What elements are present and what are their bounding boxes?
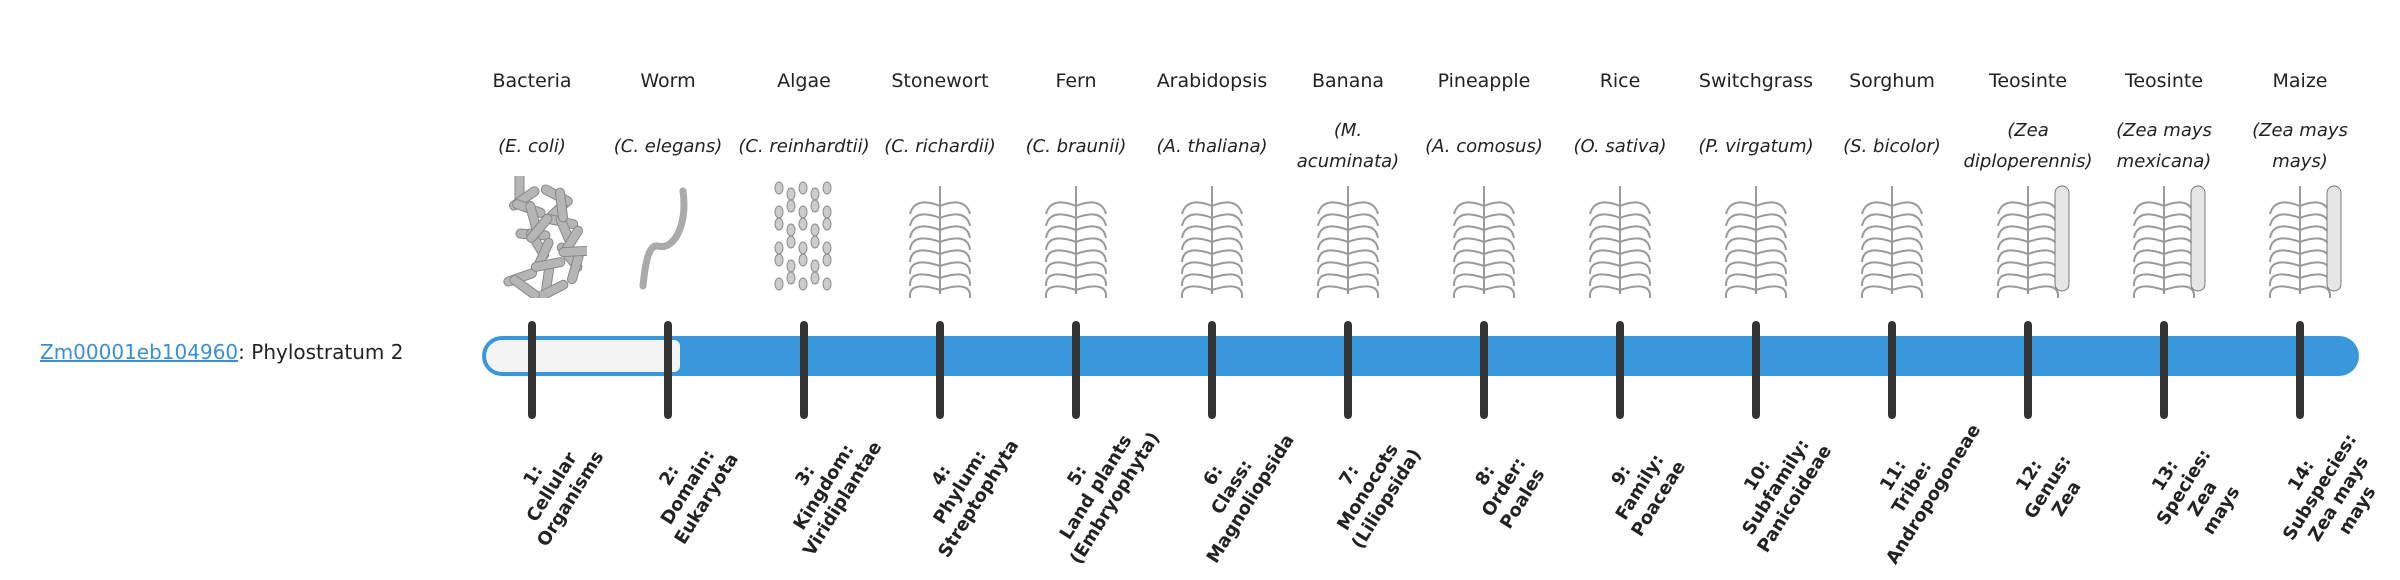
organism-common-name: Fern xyxy=(1055,70,1097,92)
organism-common-name: Stonewort xyxy=(891,70,989,92)
banana-icon xyxy=(1280,176,1416,299)
organism-scientific-name: (C. elegans) xyxy=(600,115,736,177)
organism-common-name: Maize xyxy=(2272,70,2328,92)
scientific-name-text: (M. acuminata) xyxy=(1296,120,1400,172)
organism-common-name: Bacteria xyxy=(492,70,572,92)
organism-scientific-name: (Zea diploperennis) xyxy=(1960,115,2096,177)
phylostratum-text: : Phylostratum 2 xyxy=(238,340,404,364)
organism-scientific-name: (C. braunii) xyxy=(1008,115,1144,177)
stratum-label: 6: Class: Magnoliopsida xyxy=(1165,406,1300,568)
organism-common-name: Pineapple xyxy=(1437,70,1531,92)
organism-scientific-name: (C. reinhardtii) xyxy=(736,115,872,177)
scientific-name-text: (C. braunii) xyxy=(1025,135,1127,157)
stratum-label: 2: Domain: Eukaryota xyxy=(621,406,756,568)
stratum-tick[interactable] xyxy=(1344,321,1352,419)
organism-scientific-name: (Zea mays mays) xyxy=(2232,115,2368,177)
organism-scientific-name: (M. acuminata) xyxy=(1280,115,1416,177)
organism-common-name: Rice xyxy=(1599,70,1641,92)
stratum-label: 8: Order: Poales xyxy=(1437,406,1572,568)
stonewort-icon xyxy=(872,176,1008,299)
scientific-name-text: (O. sativa) xyxy=(1573,135,1667,157)
teosinte-mexicana-icon xyxy=(2096,176,2232,299)
stratum-label: 4: Phylum: Streptophyta xyxy=(893,406,1028,568)
organism-common-name: Sorghum xyxy=(1849,70,1935,92)
scientific-name-text: (E. coli) xyxy=(498,135,566,157)
phylostratum-fill xyxy=(486,340,680,372)
scientific-name-text: (A. comosus) xyxy=(1425,135,1543,157)
organism-common-name: Teosinte xyxy=(2124,70,2204,92)
stratum-label: 10: Subfamily: Panicoideae xyxy=(1709,406,1844,568)
organism-scientific-name: (E. coli) xyxy=(464,115,600,177)
stratum-tick[interactable] xyxy=(664,321,672,419)
worm-icon xyxy=(600,176,736,298)
organism-common-name: Worm xyxy=(640,70,696,92)
teosinte-icon xyxy=(1960,176,2096,299)
sorghum-icon xyxy=(1824,176,1960,299)
stratum-tick[interactable] xyxy=(528,321,536,419)
gene-id-link[interactable]: Zm00001eb104960 xyxy=(40,340,239,364)
stratum-label: 12: Genus: Zea xyxy=(1981,406,2116,568)
scientific-name-text: (Zea mays mays) xyxy=(2252,120,2348,172)
stratum-label: 14: Subspecies: Zea mays mays xyxy=(2253,406,2400,580)
maize-icon xyxy=(2232,176,2368,299)
stratum-tick[interactable] xyxy=(1616,321,1624,419)
stratum-tick[interactable] xyxy=(1888,321,1896,419)
stratum-tick[interactable] xyxy=(2024,321,2032,419)
organism-common-name: Banana xyxy=(1311,70,1385,92)
scientific-name-text: (P. virgatum) xyxy=(1698,135,1814,157)
scientific-name-text: (Zea mays mexicana) xyxy=(2116,120,2212,172)
scientific-name-text: (S. bicolor) xyxy=(1843,135,1941,157)
organism-common-name: Algae xyxy=(777,70,831,92)
scientific-name-text: (C. reinhardtii) xyxy=(738,135,870,157)
rice-icon xyxy=(1552,176,1688,299)
organism-scientific-name: (A. thaliana) xyxy=(1144,115,1280,177)
fern-icon xyxy=(1008,176,1144,299)
organism-common-name: Arabidopsis xyxy=(1156,70,1268,92)
stratum-tick[interactable] xyxy=(1752,321,1760,419)
arabidopsis-icon xyxy=(1144,176,1280,299)
scientific-name-text: (Zea diploperennis) xyxy=(1963,120,2093,172)
stratum-tick[interactable] xyxy=(1480,321,1488,419)
organism-scientific-name: (C. richardii) xyxy=(872,115,1008,177)
stratum-tick[interactable] xyxy=(800,321,808,419)
organism-common-name: Switchgrass xyxy=(1698,70,1814,92)
stratum-label: 9: Family: Poaceae xyxy=(1573,406,1708,568)
stratum-label: 13: Species: Zea mays xyxy=(2117,406,2271,580)
organism-scientific-name: (O. sativa) xyxy=(1552,115,1688,177)
scientific-name-text: (A. thaliana) xyxy=(1156,135,1268,157)
scientific-name-text: (C. elegans) xyxy=(613,135,723,157)
gene-label: Zm00001eb104960: Phylostratum 2 xyxy=(40,340,403,364)
organism-scientific-name: (Zea mays mexicana) xyxy=(2096,115,2232,177)
pineapple-icon xyxy=(1416,176,1552,299)
stratum-label: 3: Kingdom: Viridiplantae xyxy=(757,406,892,568)
organism-common-name: Teosinte xyxy=(1988,70,2068,92)
stratum-label: 7: Monocots (Liliopsida) xyxy=(1301,406,1436,568)
organism-scientific-name: (A. comosus) xyxy=(1416,115,1552,177)
stratum-label: 5: Land plants (Embryophyta) xyxy=(1029,406,1165,568)
stratum-tick[interactable] xyxy=(1208,321,1216,419)
stratum-label: 1: Cellular Organisms xyxy=(485,406,620,568)
stratum-tick[interactable] xyxy=(936,321,944,419)
stratum-tick[interactable] xyxy=(2160,321,2168,419)
phylostratum-bar xyxy=(482,336,2359,376)
stratum-tick[interactable] xyxy=(2296,321,2304,419)
organism-scientific-name: (S. bicolor) xyxy=(1824,115,1960,177)
algae-icon xyxy=(736,176,872,298)
switchgrass-icon xyxy=(1688,176,1824,299)
organism-scientific-name: (P. virgatum) xyxy=(1688,115,1824,177)
scientific-name-text: (C. richardii) xyxy=(884,135,996,157)
stratum-tick[interactable] xyxy=(1072,321,1080,419)
bacteria-icon xyxy=(464,170,600,302)
stratum-label: 11: Tribe: Andropogoneae xyxy=(1845,406,1985,568)
